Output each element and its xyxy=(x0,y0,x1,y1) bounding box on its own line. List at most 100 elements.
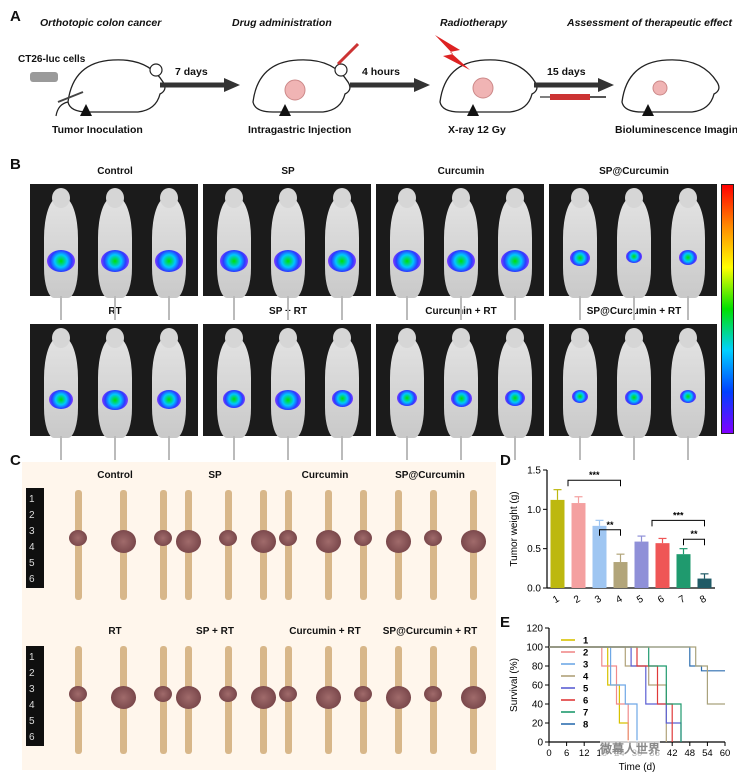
lightning-icon xyxy=(435,35,470,70)
c-label-sp-curcumin-rt: SP@Curcumin + RT xyxy=(382,626,478,637)
c-label-curcumin-rt: Curcumin + RT xyxy=(289,626,361,637)
imaging-tile xyxy=(549,324,717,460)
panel-label-d: D xyxy=(500,452,511,469)
mouse-silhouette xyxy=(217,328,251,460)
mouse-silhouette xyxy=(390,328,424,460)
y-tick-label: 1.0 xyxy=(527,505,541,516)
c-label-sp-rt: SP + RT xyxy=(196,626,234,637)
mouse-silhouette xyxy=(44,328,78,460)
mouse-silhouette xyxy=(617,328,651,460)
significance-bracket xyxy=(683,538,705,546)
b-label-sp: SP xyxy=(281,166,295,177)
step-caption-3: X-ray 12 Gy xyxy=(448,124,506,136)
c-label-sp-curcumin: SP@Curcumin xyxy=(395,470,465,481)
bar xyxy=(676,554,691,588)
survival-line-chart: 02040608010012006121824303642485460Survi… xyxy=(509,624,730,774)
y-tick-label: 0.5 xyxy=(527,544,541,555)
significance-label: ** xyxy=(606,520,614,530)
mouse-silhouette xyxy=(98,328,132,460)
bioluminescence-signal xyxy=(222,390,246,408)
survival-curve xyxy=(549,646,638,742)
x-tick-label: 12 xyxy=(579,748,590,759)
step-title-2: Drug administration xyxy=(232,17,332,29)
bioluminescence-signal xyxy=(679,390,697,404)
mouse-drawing-4 xyxy=(621,59,720,116)
mouse-silhouette xyxy=(217,188,251,320)
x-tick-label: 42 xyxy=(667,748,678,759)
tumor-nodule xyxy=(250,530,276,553)
tumor-nodule xyxy=(424,530,442,547)
bioluminescence-signal xyxy=(101,250,129,273)
tumor-nodule xyxy=(69,686,87,703)
tumor-nodule xyxy=(385,686,411,709)
bioluminescence-signal xyxy=(331,390,353,407)
c-label-curcumin: Curcumin xyxy=(301,470,349,481)
bioluminescence-signal xyxy=(274,250,302,273)
syringe-icon xyxy=(336,42,360,66)
bioluminescence-signal xyxy=(505,390,525,406)
tumor-nodule xyxy=(315,530,341,553)
step-title-4: Assessment of therapeutic effect xyxy=(567,17,732,29)
significance-bracket xyxy=(651,519,705,527)
tumor-nodule xyxy=(460,686,486,709)
b-label-sp-curcumin: SP@Curcumin xyxy=(599,166,669,177)
step-title-3: Radiotherapy xyxy=(440,17,508,29)
mouse-silhouette xyxy=(498,328,532,460)
mouse-silhouette xyxy=(98,188,132,320)
x-tick-label: 2 xyxy=(572,593,583,606)
y-axis-label: Survival (%) xyxy=(509,658,520,712)
survival-curve xyxy=(549,646,682,742)
legend-label: 7 xyxy=(583,708,588,719)
pointer-triangle-icon xyxy=(80,104,92,116)
b-label-control: Control xyxy=(97,166,133,177)
colorscale-bar xyxy=(721,184,734,434)
significance-label: *** xyxy=(673,510,684,520)
bioluminescence-signal xyxy=(155,250,183,273)
x-tick-label: 6 xyxy=(656,593,667,606)
x-tick-label: 5 xyxy=(635,593,646,606)
mouse-silhouette xyxy=(671,188,705,320)
panel-label-c: C xyxy=(10,452,21,469)
tumor-nodule xyxy=(424,686,442,703)
x-tick-label: 6 xyxy=(564,748,569,759)
mouse-silhouette xyxy=(325,328,359,460)
right-arrow-icon xyxy=(350,78,430,92)
legend-label: 5 xyxy=(583,684,589,695)
pointer-triangle-icon xyxy=(279,104,291,116)
syringe-icon xyxy=(57,91,84,103)
mouse-silhouette xyxy=(617,188,651,320)
step-caption-4: Bioluminescence Imaging xyxy=(615,124,737,136)
significance-label: *** xyxy=(589,470,600,480)
y-tick-label: 120 xyxy=(526,624,543,635)
bioluminescence-signal xyxy=(570,250,590,266)
mouse-silhouette xyxy=(563,188,597,320)
mouse-silhouette xyxy=(444,328,478,460)
right-arrow-icon xyxy=(160,78,240,92)
panel-label-a: A xyxy=(10,8,21,25)
panel-label-b: B xyxy=(10,156,21,173)
bar xyxy=(634,541,649,588)
mouse-drawing-1 xyxy=(30,59,166,117)
mouse-silhouette xyxy=(498,188,532,320)
tumor-icon xyxy=(472,77,494,99)
mouse-silhouette xyxy=(44,188,78,320)
bioluminescence-signal xyxy=(328,250,356,273)
bar xyxy=(655,543,670,588)
x-axis-label: Time (d) xyxy=(619,762,656,773)
x-tick-label: 8 xyxy=(698,593,709,606)
imaging-tile xyxy=(376,324,544,460)
legend-label: 3 xyxy=(583,660,588,671)
c-label-sp: SP xyxy=(208,470,222,481)
y-tick-label: 0 xyxy=(537,738,543,749)
tumor-nodule xyxy=(175,686,201,709)
x-tick-label: 3 xyxy=(593,593,604,606)
tumor-nodule xyxy=(110,530,136,553)
tumor-nodule xyxy=(279,686,297,703)
mouse-drawing-2 xyxy=(252,42,360,116)
legend-label: 8 xyxy=(583,720,588,731)
